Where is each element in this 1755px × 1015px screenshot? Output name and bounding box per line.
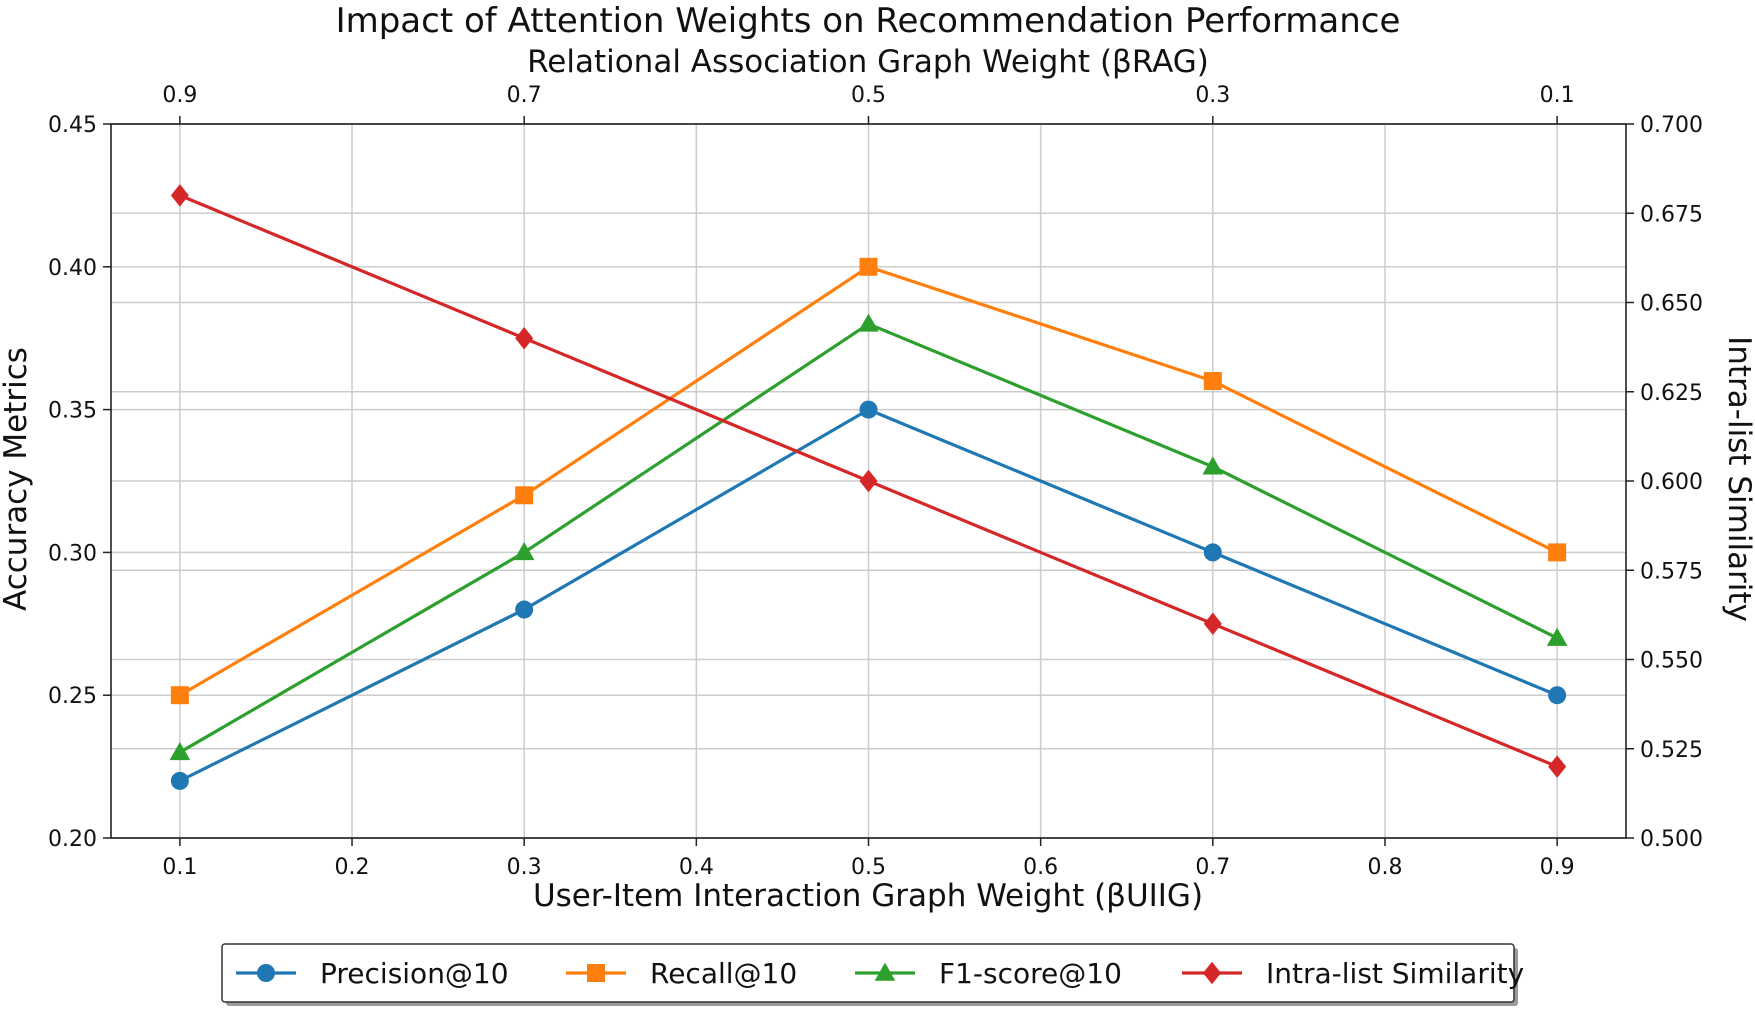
data-point-precision-10 [170, 771, 189, 790]
y2-tick-label: 0.675 [1640, 202, 1703, 227]
top-x-axis-label: Relational Association Graph Weight (βRA… [527, 44, 1209, 80]
left-y-axis-label: Accuracy Metrics [0, 347, 34, 611]
legend-label: F1-score@10 [939, 957, 1122, 990]
data-point-recall-10 [859, 257, 878, 276]
y-tick-label: 0.30 [48, 541, 97, 566]
data-point-intra-list-similarity [1548, 755, 1567, 778]
x-tick-label: 0.7 [1195, 855, 1230, 880]
legend-swatch-marker [587, 964, 605, 982]
y-tick-label: 0.20 [48, 827, 97, 852]
data-point-f1-score-10 [1202, 456, 1224, 475]
data-point-intra-list-similarity [1203, 612, 1222, 636]
legend-label: Precision@10 [320, 957, 509, 990]
data-point-intra-list-similarity [859, 469, 878, 493]
legend-label: Recall@10 [650, 957, 797, 990]
axes [103, 116, 1634, 846]
y-tick-label: 0.45 [48, 113, 97, 138]
right-y-axis-label: Intra-list Similarity [1721, 336, 1755, 622]
series-group [169, 184, 1568, 790]
data-point-recall-10 [170, 686, 189, 705]
legend-item-precision-10[interactable]: Precision@10 [236, 957, 509, 990]
legend-swatch-marker [874, 962, 896, 981]
legend-item-recall-10[interactable]: Recall@10 [566, 957, 797, 990]
y2-tick-label: 0.550 [1640, 649, 1703, 674]
legend-swatch-marker [257, 964, 275, 982]
x-tick-label: 0.1 [162, 855, 197, 880]
y2-tick-label: 0.700 [1640, 113, 1703, 138]
data-point-precision-10 [1203, 543, 1222, 562]
y2-tick-label: 0.500 [1640, 827, 1703, 852]
x2-tick-label: 0.5 [851, 83, 886, 108]
legend[interactable]: Precision@10 Recall@10 F1-score@10 Intra-li… [221, 943, 1524, 1006]
y2-tick-label: 0.575 [1640, 559, 1703, 584]
y-tick-label: 0.35 [48, 399, 97, 424]
legend-label: Intra-list Similarity [1266, 957, 1524, 990]
data-point-recall-10 [1203, 372, 1222, 391]
x-tick-label: 0.6 [1023, 855, 1058, 880]
data-point-precision-10 [515, 600, 534, 619]
y-tick-label: 0.25 [48, 684, 97, 709]
data-point-precision-10 [859, 400, 878, 419]
x2-tick-label: 0.9 [162, 83, 197, 108]
x-tick-label: 0.4 [679, 855, 714, 880]
data-point-precision-10 [1548, 686, 1567, 705]
x2-tick-label: 0.7 [507, 83, 542, 108]
y2-tick-label: 0.650 [1640, 292, 1703, 317]
data-point-f1-score-10 [513, 542, 535, 561]
x-tick-label: 0.2 [335, 855, 370, 880]
x-tick-label: 0.8 [1367, 855, 1402, 880]
data-point-recall-10 [515, 486, 534, 505]
y2-tick-label: 0.600 [1640, 470, 1703, 495]
y2-tick-label: 0.525 [1640, 738, 1703, 763]
plot-frame [110, 123, 1627, 839]
y2-tick-label: 0.625 [1640, 381, 1703, 406]
data-point-recall-10 [1548, 543, 1567, 562]
x-tick-label: 0.3 [507, 855, 542, 880]
x-tick-label: 0.5 [851, 855, 886, 880]
data-point-f1-score-10 [169, 741, 191, 761]
data-point-intra-list-similarity [170, 184, 189, 207]
legend-item-intra-list-similarity[interactable]: Intra-list Similarity [1182, 957, 1524, 990]
data-point-intra-list-similarity [515, 326, 534, 350]
data-point-f1-score-10 [1546, 627, 1568, 646]
x2-tick-label: 0.3 [1195, 83, 1230, 108]
tick-labels: 0.1 0.2 0.3 0.4 0.5 0.6 0.7 0.8 0.90.9 0.7 0.5 0.3 0… [48, 83, 1703, 880]
x2-tick-label: 0.1 [1540, 83, 1575, 108]
data-point-f1-score-10 [858, 313, 879, 332]
x-tick-label: 0.9 [1540, 855, 1575, 880]
chart-title: Impact of Attention Weights on Recommend… [336, 1, 1401, 41]
y-tick-label: 0.40 [48, 256, 97, 281]
legend-swatch-marker [1203, 961, 1221, 985]
legend-item-f1-score-10[interactable]: F1-score@10 [855, 957, 1122, 990]
bottom-x-axis-label: User-Item Interaction Graph Weight (βUII… [533, 878, 1203, 914]
